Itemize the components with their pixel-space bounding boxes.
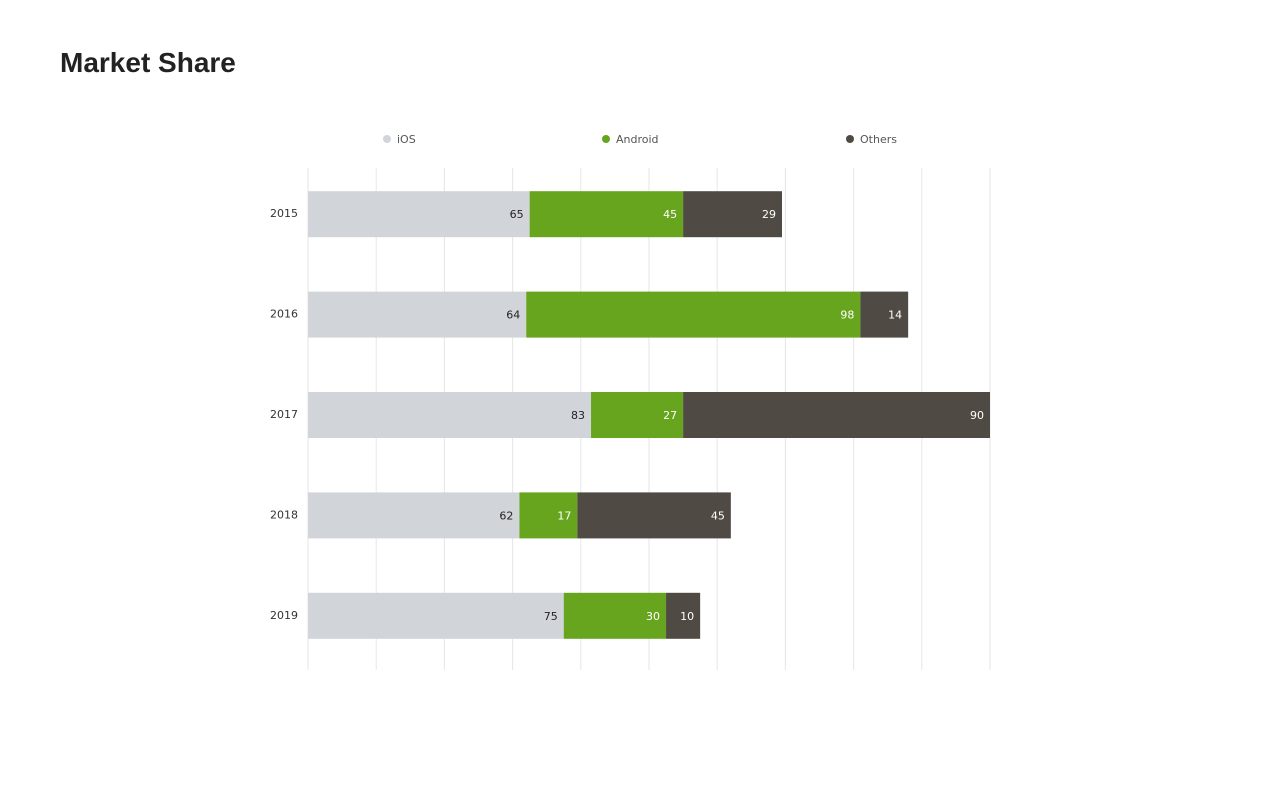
data-label: 17 (557, 509, 571, 522)
data-label: 10 (680, 610, 694, 623)
data-label: 45 (711, 509, 725, 522)
bar-segment (308, 291, 527, 338)
legend-swatch (383, 135, 391, 143)
bar-segment (526, 291, 861, 338)
bar-segment (308, 492, 520, 539)
bar-segment (563, 592, 667, 639)
data-label: 90 (970, 409, 984, 422)
legend-label: iOS (397, 133, 416, 146)
bar-segment (591, 392, 684, 438)
y-tick-label: 2018 (270, 508, 298, 521)
legend-label: Android (616, 133, 659, 146)
data-label: 62 (499, 509, 513, 522)
data-label: 45 (663, 208, 677, 221)
bar-segment (683, 392, 990, 438)
data-label: 27 (663, 409, 677, 422)
data-label: 75 (544, 610, 558, 623)
legend-swatch (602, 135, 610, 143)
bar-segment (666, 592, 701, 639)
data-label: 14 (888, 309, 902, 322)
data-label: 30 (646, 610, 660, 623)
chart-title: Market Share (60, 47, 236, 78)
bar-segment (308, 191, 530, 238)
data-label: 29 (762, 208, 776, 221)
data-label: 65 (510, 208, 524, 221)
legend-swatch (846, 135, 854, 143)
bar-segment (308, 392, 592, 438)
y-tick-label: 2019 (270, 609, 298, 622)
bar-segment (529, 191, 684, 238)
data-label: 64 (506, 309, 520, 322)
data-label: 98 (840, 309, 854, 322)
data-label: 83 (571, 409, 585, 422)
bar-segment (308, 592, 564, 639)
bar-segment (519, 492, 578, 539)
y-tick-label: 2016 (270, 308, 298, 321)
bar-segment (577, 492, 731, 539)
legend-label: Others (860, 133, 897, 146)
bar-segment (683, 191, 782, 238)
y-tick-label: 2015 (270, 207, 298, 220)
bar-segment (860, 291, 909, 338)
y-tick-label: 2017 (270, 408, 298, 421)
